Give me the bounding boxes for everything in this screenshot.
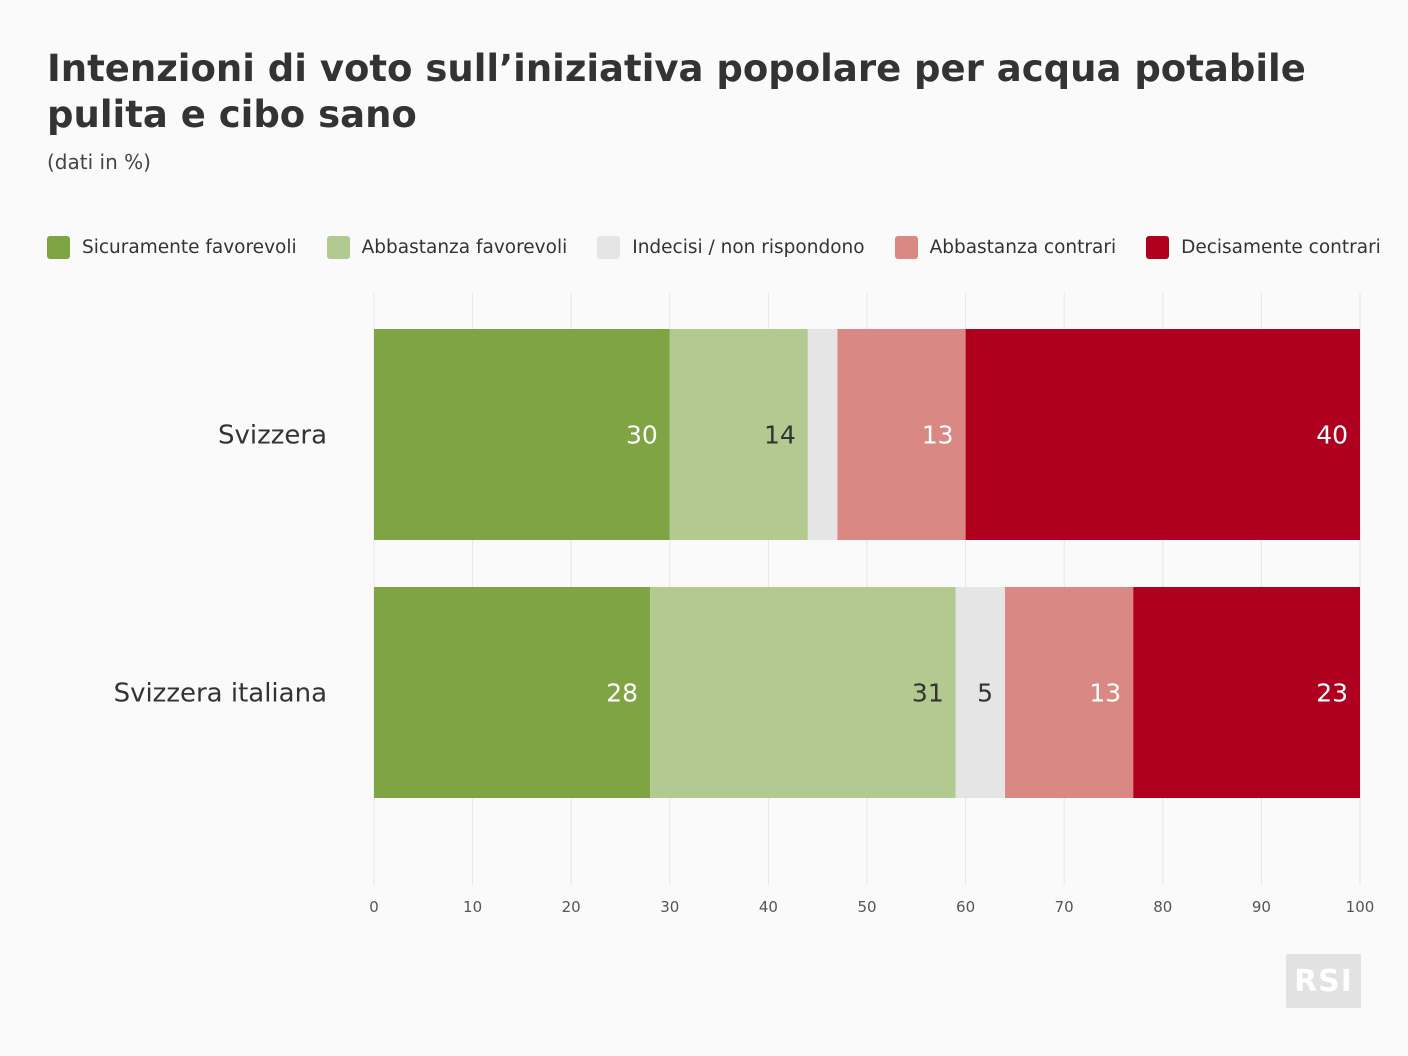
value-labels: 30 14 13 40 28 31 5 13 23 bbox=[606, 421, 1348, 708]
rsi-logo-text: RSI bbox=[1294, 963, 1353, 999]
chart-subtitle: (dati in %) bbox=[47, 150, 151, 174]
legend-label: Abbastanza favorevoli bbox=[361, 236, 568, 258]
legend-swatch bbox=[326, 235, 350, 259]
value-label: 5 bbox=[977, 679, 993, 708]
x-tick-label: 0 bbox=[369, 898, 379, 916]
chart-legend: Sicuramente favorevoli Abbastanza favorev… bbox=[47, 233, 1408, 261]
value-label: 13 bbox=[1089, 679, 1121, 708]
category-label: Svizzera italiana bbox=[114, 679, 327, 709]
legend-item: Abbastanza favorevoli bbox=[326, 235, 568, 259]
category-labels: Svizzera Svizzera italiana bbox=[114, 421, 327, 709]
bar-segment bbox=[807, 329, 838, 540]
x-tick-label: 30 bbox=[660, 898, 679, 916]
x-tick-label: 90 bbox=[1252, 898, 1271, 916]
legend-item: Abbastanza contrari bbox=[894, 235, 1117, 259]
x-tick-label: 50 bbox=[857, 898, 876, 916]
bar-segment bbox=[374, 587, 651, 798]
legend-label: Indecisi / non rispondono bbox=[632, 236, 865, 258]
bar-segment bbox=[837, 329, 966, 540]
bar-segment bbox=[965, 329, 1360, 540]
bar-segment bbox=[374, 329, 670, 540]
x-tick-label: 10 bbox=[463, 898, 482, 916]
legend-swatch bbox=[894, 235, 918, 259]
value-label: 40 bbox=[1316, 421, 1348, 450]
x-tick-label: 20 bbox=[562, 898, 581, 916]
bar-segment bbox=[669, 329, 808, 540]
legend-label: Sicuramente favorevoli bbox=[82, 236, 297, 258]
legend-item: Sicuramente favorevoli bbox=[47, 235, 297, 259]
legend-item: Indecisi / non rispondono bbox=[597, 235, 865, 259]
legend-item: Decisamente contrari bbox=[1146, 235, 1381, 259]
x-axis-ticks: 0 10 20 30 40 50 60 70 80 90 100 bbox=[369, 898, 1374, 916]
value-label: 14 bbox=[764, 421, 796, 450]
bar-segment bbox=[650, 587, 956, 798]
value-label: 28 bbox=[606, 679, 638, 708]
chart-title: Intenzioni di voto sull’iniziativa popol… bbox=[47, 47, 1306, 136]
value-label: 30 bbox=[626, 421, 658, 450]
bar-segment bbox=[955, 587, 1006, 798]
legend-label: Decisamente contrari bbox=[1181, 236, 1381, 258]
x-tick-label: 70 bbox=[1055, 898, 1074, 916]
value-label: 13 bbox=[922, 421, 954, 450]
x-tick-label: 60 bbox=[956, 898, 975, 916]
category-label: Svizzera bbox=[218, 421, 327, 451]
value-label: 31 bbox=[912, 679, 944, 708]
legend-swatch bbox=[47, 235, 70, 259]
legend-label: Abbastanza contrari bbox=[929, 236, 1117, 258]
x-tick-label: 40 bbox=[759, 898, 778, 916]
legend-swatch bbox=[1146, 235, 1170, 259]
bar-segment bbox=[1133, 587, 1360, 798]
x-tick-label: 80 bbox=[1153, 898, 1172, 916]
x-tick-label: 100 bbox=[1346, 898, 1375, 916]
value-label: 23 bbox=[1316, 679, 1348, 708]
bars bbox=[374, 329, 1360, 798]
rsi-logo: RSI bbox=[1286, 954, 1361, 1008]
bar-segment bbox=[1005, 587, 1134, 798]
legend-swatch bbox=[597, 235, 621, 259]
